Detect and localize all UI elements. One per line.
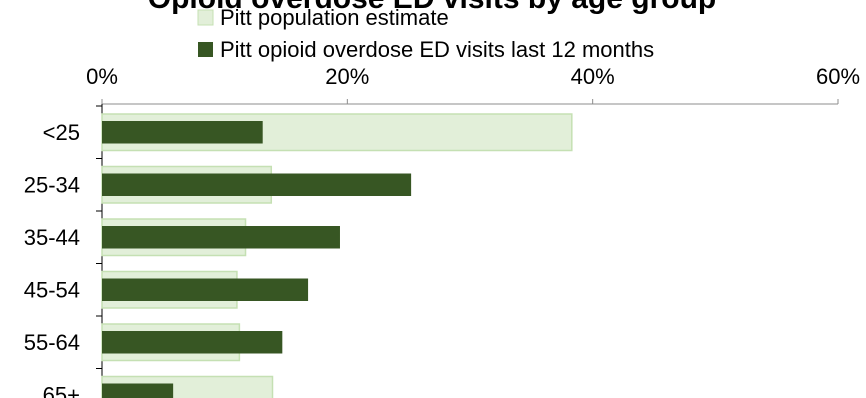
x-tick-label: 0%	[86, 64, 118, 89]
bar-overdose-ed-visits	[102, 121, 263, 144]
y-tick-label: <25	[43, 120, 80, 145]
x-tick-label: 20%	[325, 64, 369, 89]
y-tick-label: 55-64	[24, 330, 80, 355]
bar-overdose-ed-visits	[102, 173, 412, 196]
y-tick-label: 25-34	[24, 173, 80, 198]
bar-overdose-ed-visits	[102, 331, 283, 354]
y-axis-ticks: <25 25-34 35-44 45-54 55-64 65+	[24, 105, 102, 398]
legend-swatch-overdose-visits	[198, 42, 213, 57]
x-axis-ticks: 0% 20% 40% 60%	[86, 64, 860, 104]
y-tick-label: 45-54	[24, 278, 80, 303]
legend: Pitt population estimate Pitt opioid ove…	[197, 5, 654, 62]
bar-overdose-ed-visits	[102, 278, 309, 301]
bars	[101, 113, 573, 398]
legend-swatch-population	[197, 9, 214, 26]
y-tick-label: 35-44	[24, 225, 80, 250]
y-tick-label: 65+	[43, 383, 80, 398]
chart-title: Opioid overdose ED visits by age group	[148, 0, 716, 15]
bar-overdose-ed-visits	[102, 383, 174, 398]
legend-label-population: Pitt population estimate	[220, 5, 449, 30]
x-tick-label: 40%	[571, 64, 615, 89]
legend-label-overdose-visits: Pitt opioid overdose ED visits last 12 m…	[220, 37, 654, 62]
bar-overdose-ed-visits	[102, 226, 340, 249]
x-tick-label: 60%	[816, 64, 860, 89]
